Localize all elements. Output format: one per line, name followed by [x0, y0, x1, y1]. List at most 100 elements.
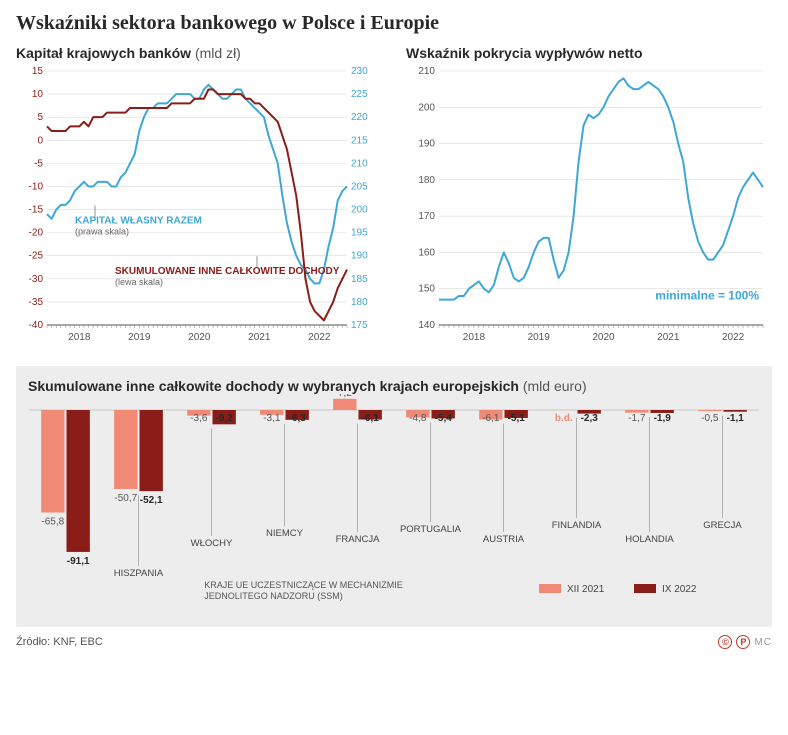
svg-text:NIEMCY: NIEMCY: [266, 528, 304, 539]
svg-text:210: 210: [418, 67, 435, 77]
svg-text:150: 150: [418, 284, 435, 295]
chart3-title: Skumulowane inne całkowite dochody w wyb…: [28, 378, 760, 394]
svg-text:225: 225: [351, 89, 368, 100]
svg-text:170: 170: [418, 211, 435, 222]
chart3-title-text: Skumulowane inne całkowite dochody w wyb…: [28, 378, 519, 394]
svg-text:175: 175: [351, 320, 368, 331]
svg-text:215: 215: [351, 135, 368, 146]
svg-text:JEDNOLITEGO NADZORU (SSM): JEDNOLITEGO NADZORU (SSM): [204, 591, 343, 601]
svg-text:-5,1: -5,1: [508, 413, 526, 424]
svg-text:2021: 2021: [248, 332, 271, 343]
author-initials: MC: [754, 637, 772, 648]
svg-text:2018: 2018: [68, 332, 91, 343]
svg-text:XII 2021: XII 2021: [567, 584, 605, 595]
svg-text:180: 180: [418, 175, 435, 186]
svg-text:200: 200: [418, 102, 435, 113]
svg-text:-15: -15: [29, 205, 44, 216]
svg-text:5: 5: [37, 112, 43, 123]
svg-text:-1,7: -1,7: [628, 413, 646, 424]
svg-text:-3,1: -3,1: [263, 413, 281, 424]
svg-text:SKUMULOWANE INNE CAŁKOWITE DOC: SKUMULOWANE INNE CAŁKOWITE DOCHODY: [115, 266, 340, 277]
svg-text:-4,8: -4,8: [409, 413, 427, 424]
svg-text:195: 195: [351, 228, 368, 239]
svg-text:(prawa skala): (prawa skala): [75, 226, 129, 236]
svg-text:-50,7: -50,7: [114, 493, 137, 504]
svg-text:190: 190: [418, 139, 435, 150]
top-charts-row: Kapitał krajowych banków (mld zł) -40 -35…: [16, 45, 772, 352]
svg-text:-6,1: -6,1: [362, 413, 380, 424]
svg-text:10: 10: [32, 89, 44, 100]
svg-text:-35: -35: [29, 297, 44, 308]
svg-text:-1,1: -1,1: [727, 413, 745, 424]
svg-text:FRANCJA: FRANCJA: [336, 534, 380, 545]
chart3-svg: -65,8 -91,1 -50,7-52,1 HISZPANIA -3,6 -9,2 WŁO…: [28, 394, 760, 604]
svg-text:minimalne = 100%: minimalne = 100%: [655, 289, 759, 303]
copyright-icon: ©: [718, 635, 732, 649]
chart3-unit: (mld euro): [523, 378, 587, 394]
svg-text:220: 220: [351, 112, 368, 123]
svg-text:HOLANDIA: HOLANDIA: [625, 534, 674, 545]
svg-text:AUSTRIA: AUSTRIA: [483, 534, 525, 545]
svg-text:FINLANDIA: FINLANDIA: [552, 520, 602, 531]
chart1-unit: (mld zł): [195, 45, 241, 61]
svg-text:180: 180: [351, 297, 368, 308]
svg-text:140: 140: [418, 320, 435, 331]
svg-text:-25: -25: [29, 251, 44, 262]
svg-text:185: 185: [351, 274, 368, 285]
chart2-title: Wskaźnik pokrycia wypływów netto: [406, 45, 772, 61]
svg-text:WŁOCHY: WŁOCHY: [191, 538, 233, 549]
svg-text:2022: 2022: [722, 332, 745, 343]
chart2-svg: 1401501601701801902002102018201920202021…: [406, 67, 772, 347]
svg-text:200: 200: [351, 205, 368, 216]
svg-text:2019: 2019: [528, 332, 551, 343]
svg-text:-1,9: -1,9: [654, 413, 672, 424]
svg-text:-9,2: -9,2: [216, 413, 234, 424]
chart2-title-text: Wskaźnik pokrycia wypływów netto: [406, 45, 643, 61]
svg-text:230: 230: [351, 67, 368, 77]
svg-text:(lewa skala): (lewa skala): [115, 277, 163, 287]
svg-text:-5: -5: [34, 158, 43, 169]
svg-text:IX 2022: IX 2022: [662, 584, 697, 595]
svg-text:210: 210: [351, 158, 368, 169]
svg-text:-10: -10: [29, 181, 44, 192]
svg-text:KAPITAŁ WŁASNY RAZEM: KAPITAŁ WŁASNY RAZEM: [75, 215, 202, 226]
svg-text:160: 160: [418, 247, 435, 258]
svg-text:-2,3: -2,3: [581, 413, 599, 424]
svg-text:7,2: 7,2: [338, 394, 352, 399]
svg-text:-5,4: -5,4: [435, 413, 453, 424]
svg-text:2019: 2019: [128, 332, 151, 343]
svg-text:-65,8: -65,8: [41, 517, 64, 528]
svg-text:-0,5: -0,5: [701, 413, 719, 424]
svg-text:-6,3: -6,3: [289, 413, 307, 424]
main-title: Wskaźniki sektora bankowego w Polsce i E…: [16, 12, 772, 35]
chart1-title-text: Kapitał krajowych banków: [16, 45, 191, 61]
svg-text:190: 190: [351, 251, 368, 262]
svg-text:KRAJE UE UCZESTNICZĄCE W MECHA: KRAJE UE UCZESTNICZĄCE W MECHANIZMIE: [204, 580, 403, 590]
svg-text:15: 15: [32, 67, 44, 77]
svg-text:-40: -40: [29, 320, 44, 331]
svg-text:HISZPANIA: HISZPANIA: [114, 568, 164, 579]
svg-text:GRECJA: GRECJA: [703, 520, 742, 531]
svg-text:-3,6: -3,6: [190, 413, 208, 424]
svg-text:-6,1: -6,1: [482, 413, 500, 424]
p-icon: P: [736, 635, 750, 649]
chart1-block: Kapitał krajowych banków (mld zł) -40 -35…: [16, 45, 382, 352]
chart2-block: Wskaźnik pokrycia wypływów netto 140 150 1…: [406, 45, 772, 352]
svg-text:-52,1: -52,1: [140, 495, 163, 506]
bottom-panel: Skumulowane inne całkowite dochody w wyb…: [16, 366, 772, 627]
chart1-svg: -40 -35 -30 -25 -20 -15 -10 -5 0 5 10 15 175 180 185 19…: [16, 67, 382, 347]
footer: Źródło: KNF, EBC © P MC: [16, 635, 772, 649]
svg-text:205: 205: [351, 181, 368, 192]
svg-text:-30: -30: [29, 274, 44, 285]
svg-text:PORTUGALIA: PORTUGALIA: [400, 524, 462, 535]
svg-text:2022: 2022: [308, 332, 331, 343]
footer-right: © P MC: [718, 635, 772, 649]
chart1-title: Kapitał krajowych banków (mld zł): [16, 45, 382, 61]
source-text: Źródło: KNF, EBC: [16, 636, 103, 648]
svg-text:-91,1: -91,1: [67, 556, 90, 567]
svg-text:2018: 2018: [463, 332, 486, 343]
svg-text:0: 0: [37, 135, 43, 146]
svg-text:2020: 2020: [188, 332, 211, 343]
svg-text:2021: 2021: [657, 332, 680, 343]
svg-text:-20: -20: [29, 228, 44, 239]
